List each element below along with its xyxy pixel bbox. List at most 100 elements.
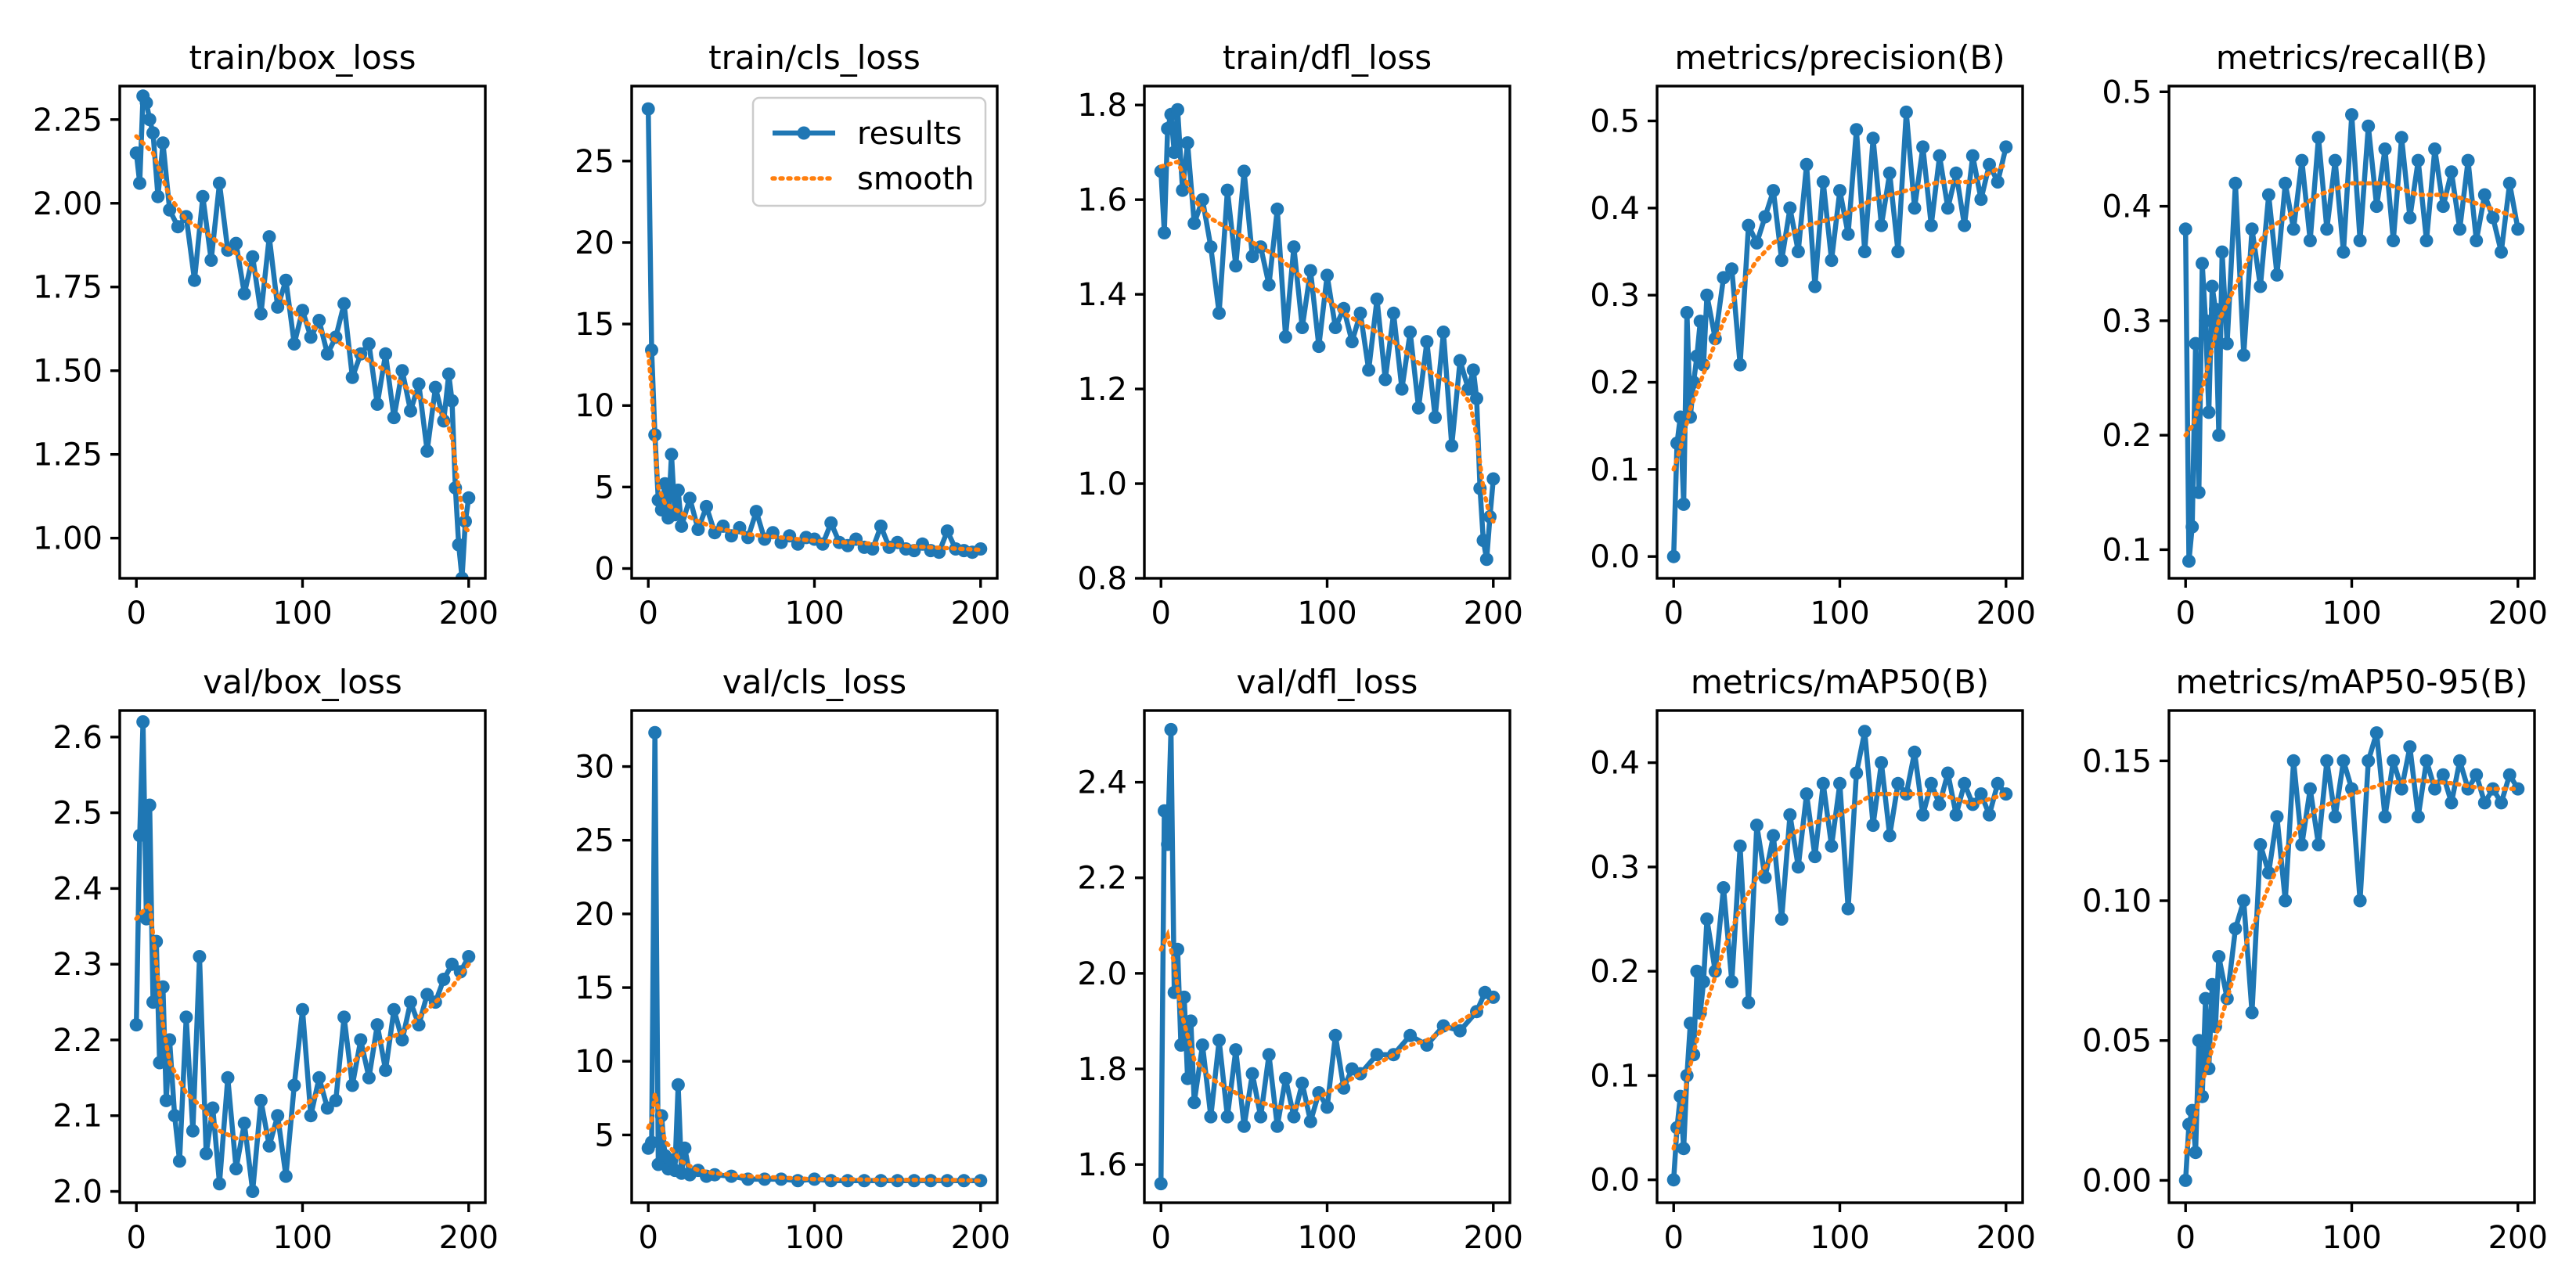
- results-point: [362, 337, 376, 351]
- plot-area: [1666, 725, 2013, 1187]
- x-tick-label: 100: [272, 1220, 332, 1256]
- results-point: [2411, 810, 2425, 824]
- results-point: [1882, 829, 1897, 843]
- results-point: [2178, 222, 2192, 236]
- results-point: [1700, 912, 1714, 926]
- results-point: [221, 1070, 235, 1085]
- results-point: [2362, 119, 2376, 133]
- smooth-line: [2183, 778, 2520, 1155]
- x-tick-label: 0: [1664, 596, 1684, 632]
- results-point: [1891, 776, 1905, 790]
- y-tick-label: 0.5: [1590, 104, 1640, 140]
- results-point: [2295, 153, 2309, 167]
- results-point: [2303, 782, 2317, 796]
- results-point: [1320, 1100, 1334, 1114]
- results-point: [1825, 254, 1839, 268]
- x-tick-label: 0: [639, 596, 658, 632]
- legend: results smooth: [751, 96, 987, 207]
- smooth-line: [2183, 181, 2520, 437]
- results-point: [2192, 1034, 2206, 1048]
- results-point: [2428, 782, 2442, 796]
- results-point: [2495, 245, 2508, 259]
- plot-area: [2178, 726, 2525, 1187]
- x-tick-label: 0: [1664, 1220, 1684, 1256]
- y-tick-label: 1.75: [33, 270, 103, 306]
- results-point: [2228, 922, 2243, 936]
- results-point: [1395, 382, 1409, 396]
- results-point: [1733, 839, 1747, 853]
- results-point: [142, 113, 157, 127]
- results-point: [1245, 250, 1259, 264]
- results-point: [246, 1185, 260, 1198]
- results-point: [791, 1174, 805, 1188]
- y-tick-label: 15: [575, 307, 614, 343]
- results-point: [1158, 226, 1171, 239]
- results-point: [1767, 184, 1781, 198]
- y-tick-label: 5: [595, 1117, 614, 1153]
- x-tick-label: 200: [439, 596, 499, 632]
- results-point: [229, 236, 243, 250]
- results-point: [1850, 766, 1864, 780]
- results-point: [758, 1172, 772, 1186]
- y-tick-label: 0.8: [1077, 561, 1127, 597]
- results-point: [1974, 787, 1988, 801]
- results-point: [1180, 136, 1194, 150]
- y-tick-label: 0.0: [1590, 539, 1640, 575]
- results-point: [1933, 797, 1947, 811]
- results-point: [974, 542, 988, 556]
- results-point: [172, 1154, 186, 1168]
- results-point: [2196, 257, 2209, 271]
- results-point: [2178, 1173, 2192, 1187]
- results-point: [940, 524, 954, 538]
- results-point: [2328, 153, 2342, 167]
- results-point: [279, 1169, 293, 1183]
- y-tick-label: 0.3: [1590, 278, 1640, 314]
- results-point: [2189, 336, 2203, 351]
- results-point: [2182, 554, 2196, 568]
- results-point: [641, 102, 655, 116]
- results-point: [2185, 520, 2200, 534]
- x-tick-label: 100: [2322, 1220, 2381, 1256]
- plot-area: [1154, 722, 1501, 1191]
- results-point: [1825, 839, 1839, 853]
- results-point: [199, 1146, 213, 1160]
- results-point: [1158, 804, 1171, 818]
- y-tick-label: 1.6: [1077, 182, 1127, 218]
- y-tick-label: 0.00: [2082, 1163, 2152, 1199]
- x-tick-label: 200: [1976, 596, 2036, 632]
- results-point: [2511, 222, 2525, 236]
- x-tick-label: 100: [2322, 596, 2381, 632]
- results-point: [2320, 754, 2334, 768]
- y-tick-label: 1.0: [1077, 466, 1127, 502]
- y-tick-label: 20: [575, 225, 614, 261]
- results-point: [2470, 768, 2484, 782]
- results-point: [1154, 1177, 1168, 1191]
- x-tick-label: 200: [1976, 1220, 2036, 1256]
- results-point: [1403, 1028, 1418, 1042]
- smooth-line: [646, 1092, 983, 1183]
- y-tick-label: 0.3: [2102, 304, 2152, 340]
- results-point: [395, 1033, 409, 1047]
- results-point: [1933, 149, 1947, 163]
- results-point: [2378, 810, 2392, 824]
- y-tick-label: 0.1: [1590, 452, 1640, 488]
- results-point: [129, 146, 143, 160]
- results-point: [2279, 176, 2293, 190]
- results-point: [193, 950, 207, 963]
- results-point: [379, 347, 393, 361]
- results-point: [1270, 1119, 1284, 1133]
- results-point: [645, 1135, 658, 1150]
- y-tick-label: 0.15: [2082, 743, 2152, 779]
- results-point: [1187, 1096, 1202, 1110]
- y-tick-label: 0.2: [1590, 365, 1640, 401]
- x-tick-label: 0: [1151, 1220, 1171, 1256]
- results-point: [1220, 1110, 1234, 1124]
- results-point: [2369, 200, 2383, 214]
- results-point: [1941, 766, 1955, 780]
- results-point: [1345, 335, 1359, 349]
- results-point: [700, 499, 713, 513]
- results-point: [345, 370, 359, 384]
- results-point: [1453, 354, 1467, 368]
